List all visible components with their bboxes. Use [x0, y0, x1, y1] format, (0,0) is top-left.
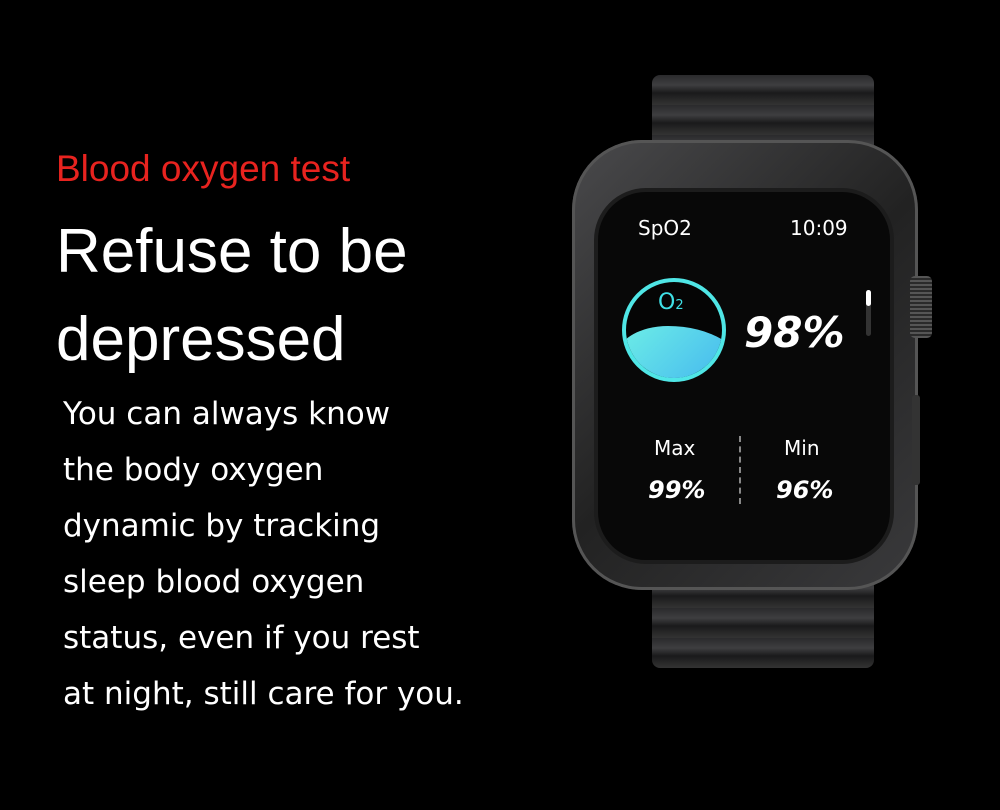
subtitle: Blood oxygen test: [56, 148, 351, 189]
o2-subscript: 2: [675, 298, 684, 313]
headline-line: depressed: [56, 305, 346, 374]
description-line: You can always know: [63, 396, 391, 432]
watch-band-bottom: [652, 578, 874, 668]
description-line: status, even if you rest: [63, 620, 420, 656]
headline-line: Refuse to be: [56, 217, 408, 286]
side-button[interactable]: [912, 395, 920, 485]
min-value: 96%: [776, 476, 834, 504]
divider: [739, 436, 741, 504]
max-label: Max: [654, 436, 696, 460]
screen-title: SpO2: [638, 216, 692, 240]
description-line: sleep blood oxygen: [63, 564, 365, 600]
description-line: at night, still care for you.: [63, 676, 464, 712]
headline: Refuse to be depressed: [56, 208, 408, 384]
o2-water-icon: O2: [622, 278, 726, 382]
max-value: 99%: [648, 476, 706, 504]
clock-time: 10:09: [790, 216, 848, 240]
o2-label: O: [658, 290, 676, 315]
spo2-value: 98%: [744, 308, 845, 357]
watch-screen: SpO2 10:09 O2 98% Max 99% Min 96%: [598, 192, 890, 560]
description-line: the body oxygen: [63, 452, 324, 488]
description-line: dynamic by tracking: [63, 508, 381, 544]
description: You can always know the body oxygen dyna…: [63, 386, 464, 722]
min-label: Min: [784, 436, 820, 460]
digital-crown[interactable]: [910, 276, 932, 338]
scroll-indicator: [866, 290, 871, 336]
